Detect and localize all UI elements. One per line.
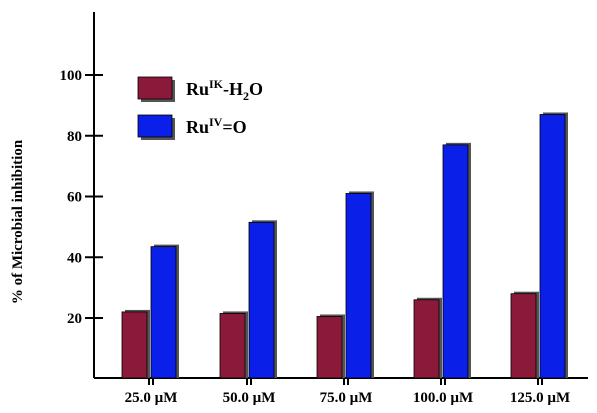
bar (248, 221, 275, 379)
legend-label: RuIK-H2O (186, 77, 263, 103)
legend-swatch (137, 76, 173, 100)
y-tick-label: 60 (67, 190, 82, 206)
bar (442, 144, 469, 379)
x-tick-label: 100.0 µM (413, 390, 473, 406)
legend: RuIK-H2O RuIV=O (137, 76, 263, 140)
y-axis: 20 40 60 80 100 (60, 12, 103, 378)
y-tick-label: 80 (67, 129, 82, 145)
legend-label: RuIV=O (186, 115, 247, 137)
bar (510, 293, 537, 379)
bar (316, 316, 343, 379)
bar (121, 311, 148, 379)
y-axis-label: % of Microbial inhibition (10, 139, 26, 304)
bar (413, 299, 440, 379)
x-tick-label: 25.0 µM (125, 390, 178, 406)
bar (345, 193, 372, 379)
y-tick-label: 100 (60, 68, 83, 84)
x-tick-label: 125.0 µM (510, 390, 570, 406)
x-tick-label: 75.0 µM (320, 390, 373, 406)
x-tick-label: 50.0 µM (223, 390, 276, 406)
legend-swatch (137, 114, 173, 138)
bar (539, 114, 566, 379)
bar (150, 246, 177, 379)
bar (219, 313, 246, 379)
y-tick-label: 20 (67, 311, 82, 327)
y-tick-label: 40 (67, 250, 82, 266)
